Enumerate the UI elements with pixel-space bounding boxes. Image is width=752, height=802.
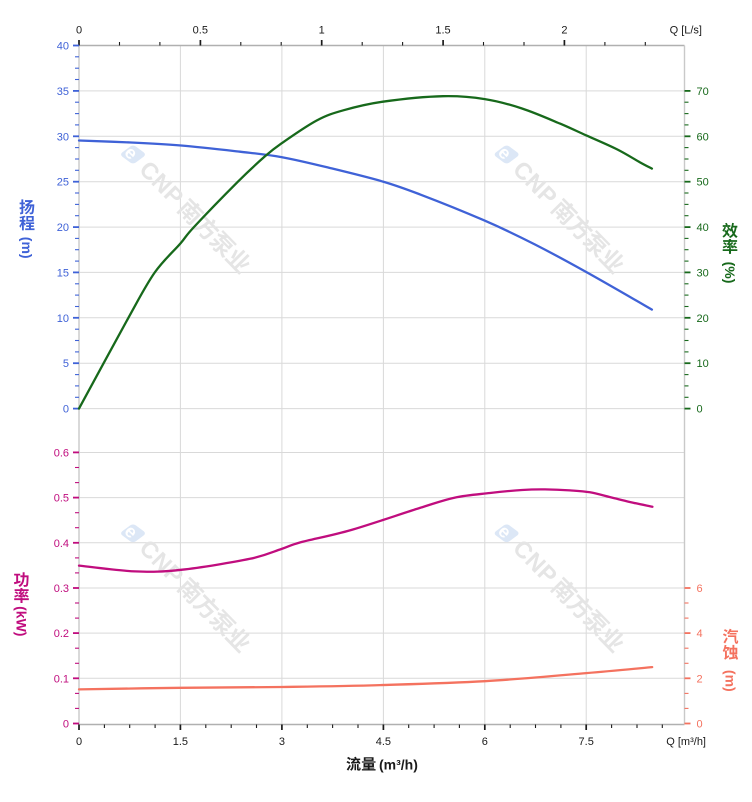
- svg-text:(m): (m): [723, 670, 739, 692]
- svg-text:0.4: 0.4: [54, 538, 69, 550]
- svg-text:1.5: 1.5: [173, 736, 188, 748]
- svg-text:0: 0: [697, 404, 703, 416]
- svg-text:(m³/h): (m³/h): [379, 757, 418, 773]
- svg-text:40: 40: [697, 222, 709, 234]
- svg-text:40: 40: [57, 41, 69, 53]
- svg-text:0.3: 0.3: [54, 583, 69, 595]
- svg-text:6: 6: [482, 736, 488, 748]
- svg-text:25: 25: [57, 177, 69, 189]
- svg-text:35: 35: [57, 86, 69, 98]
- svg-text:(%): (%): [722, 262, 738, 284]
- svg-text:10: 10: [57, 313, 69, 325]
- svg-text:(m): (m): [19, 237, 35, 259]
- svg-text:0.5: 0.5: [193, 25, 208, 37]
- svg-text:5: 5: [63, 358, 69, 370]
- svg-text:0: 0: [697, 719, 703, 731]
- svg-text:4.5: 4.5: [376, 736, 391, 748]
- svg-text:10: 10: [697, 358, 709, 370]
- svg-text:4: 4: [697, 628, 703, 640]
- svg-text:30: 30: [57, 131, 69, 143]
- svg-text:(kW): (kW): [14, 606, 30, 636]
- svg-text:1: 1: [319, 25, 325, 37]
- svg-text:15: 15: [57, 267, 69, 279]
- svg-text:Q [L/s]: Q [L/s]: [670, 25, 702, 37]
- svg-text:20: 20: [697, 313, 709, 325]
- svg-text:6: 6: [697, 583, 703, 595]
- svg-text:20: 20: [57, 222, 69, 234]
- svg-text:7.5: 7.5: [579, 736, 594, 748]
- svg-text:0.5: 0.5: [54, 493, 69, 505]
- svg-text:2: 2: [697, 673, 703, 685]
- svg-text:0: 0: [76, 25, 82, 37]
- svg-text:70: 70: [697, 86, 709, 98]
- svg-text:0: 0: [76, 736, 82, 748]
- svg-text:1.5: 1.5: [435, 25, 450, 37]
- svg-text:Q [m³/h]: Q [m³/h]: [666, 736, 706, 748]
- svg-text:30: 30: [697, 267, 709, 279]
- svg-text:2: 2: [561, 25, 567, 37]
- svg-text:3: 3: [279, 736, 285, 748]
- svg-text:0: 0: [63, 719, 69, 731]
- svg-text:50: 50: [697, 177, 709, 189]
- svg-text:0.6: 0.6: [54, 448, 69, 460]
- svg-text:0.2: 0.2: [54, 628, 69, 640]
- svg-text:0: 0: [63, 404, 69, 416]
- svg-text:0.1: 0.1: [54, 673, 69, 685]
- svg-text:60: 60: [697, 131, 709, 143]
